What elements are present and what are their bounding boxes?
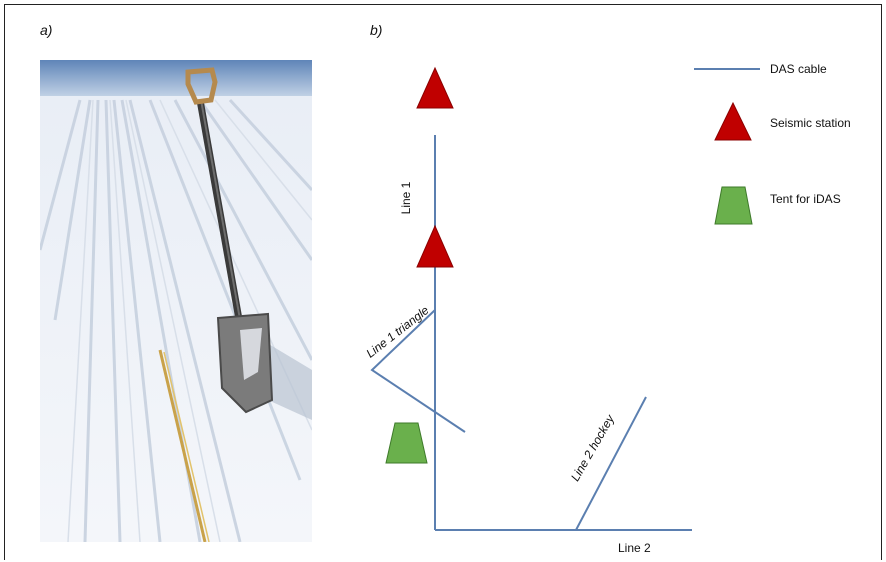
panel-b-label: b) — [370, 22, 383, 38]
legend-tent-label: Tent for iDAS — [770, 192, 841, 206]
legend-seismic-station-label: Seismic station — [770, 116, 851, 130]
legend-station-icon — [714, 101, 752, 141]
figure-frame — [4, 4, 882, 560]
line1-label: Line 1 — [399, 181, 413, 214]
line2-hockey-label: Line 2 hockey — [568, 412, 618, 484]
panel-a-label: a) — [40, 22, 53, 38]
legend-tent-icon — [714, 186, 753, 225]
legend-das-cable-label: DAS cable — [770, 62, 827, 76]
line1-triangle-label: Line 1 triangle — [364, 303, 432, 361]
line2-hockey-cable — [575, 396, 647, 531]
seismic-station-top — [416, 66, 454, 109]
seismic-station-middle — [416, 224, 454, 268]
line1-triangle-cable — [370, 309, 466, 433]
tent-icon — [385, 422, 428, 464]
line2-label: Line 2 — [618, 541, 651, 555]
